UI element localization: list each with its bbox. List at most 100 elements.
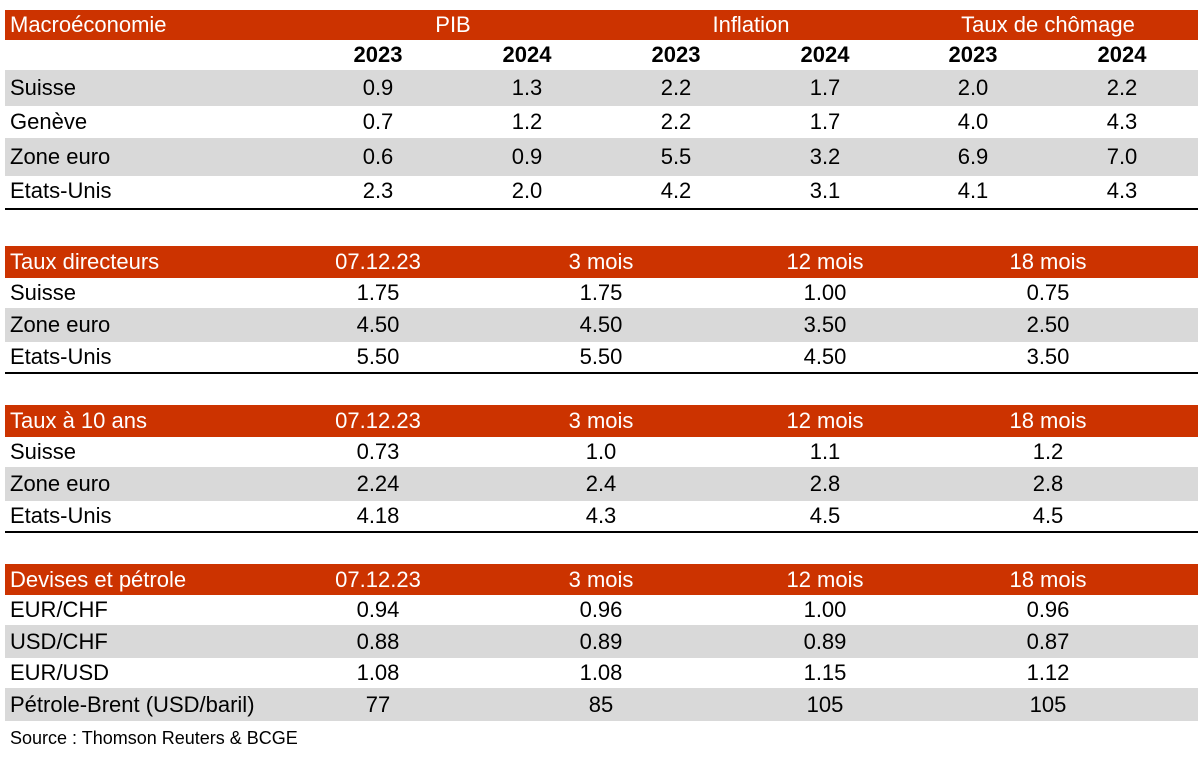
value-cell: 4.50 xyxy=(803,344,847,369)
row-label: Suisse xyxy=(10,280,77,305)
value-cell: 1.12 xyxy=(1026,660,1070,685)
column-header: 12 mois xyxy=(786,408,864,433)
value-cell: 0.94 xyxy=(356,597,400,622)
value-cell: 1.2 xyxy=(1032,439,1064,464)
year-label: 2024 xyxy=(502,42,552,67)
table-row: Zone euro 2.24 2.4 2.8 2.8 xyxy=(5,467,1198,501)
fx-oil-table: Devises et pétrole 07.12.23 3 mois 12 mo… xyxy=(5,564,1198,721)
column-header: 12 mois xyxy=(786,249,864,274)
value-cell: 3.50 xyxy=(803,312,847,337)
value-cell: 0.7 xyxy=(362,109,394,134)
table-row: Etats-Unis 4.18 4.3 4.5 4.5 xyxy=(5,501,1198,531)
value-cell: 1.15 xyxy=(803,660,847,685)
table-bottom-rule xyxy=(5,208,1198,210)
value-cell: 2.2 xyxy=(660,109,692,134)
row-label: Suisse xyxy=(10,439,77,464)
row-label: Zone euro xyxy=(10,144,111,169)
value-cell: 2.2 xyxy=(660,75,692,100)
value-cell: 4.1 xyxy=(957,177,989,203)
value-cell: 2.3 xyxy=(362,177,394,203)
year-label: 2024 xyxy=(1097,42,1147,67)
value-cell: 2.8 xyxy=(1032,471,1064,496)
year-label: 2024 xyxy=(800,42,850,67)
value-cell: 6.9 xyxy=(957,144,989,169)
value-cell: 3.2 xyxy=(809,144,841,169)
value-cell: 4.50 xyxy=(579,312,623,337)
value-cell: 4.5 xyxy=(809,503,841,528)
value-cell: 0.89 xyxy=(579,628,623,654)
value-cell: 77 xyxy=(365,691,391,717)
macro-title: Macroéconomie xyxy=(10,12,167,37)
value-cell: 2.24 xyxy=(356,471,400,496)
column-header: 18 mois xyxy=(1009,249,1087,274)
row-label: Etats-Unis xyxy=(10,344,112,369)
row-label: Genève xyxy=(10,109,88,134)
row-label: USD/CHF xyxy=(10,628,108,654)
row-label: Zone euro xyxy=(10,312,111,337)
value-cell: 0.9 xyxy=(511,144,543,169)
value-cell: 1.3 xyxy=(511,75,543,100)
column-header: 12 mois xyxy=(786,566,864,592)
value-cell: 4.3 xyxy=(1106,109,1138,134)
year-label: 2023 xyxy=(651,42,701,67)
macro-table: Macroéconomie PIB Inflation Taux de chôm… xyxy=(5,10,1198,205)
value-cell: 2.50 xyxy=(1026,312,1070,337)
policy-rates-table: Taux directeurs 07.12.23 3 mois 12 mois … xyxy=(5,246,1198,372)
ten-year-table: Taux à 10 ans 07.12.23 3 mois 12 mois 18… xyxy=(5,405,1198,531)
column-header: 07.12.23 xyxy=(335,566,421,592)
value-cell: 2.2 xyxy=(1106,75,1138,100)
column-header: 3 mois xyxy=(568,249,634,274)
value-cell: 0.96 xyxy=(579,597,623,622)
column-header: 3 mois xyxy=(568,408,634,433)
value-cell: 7.0 xyxy=(1106,144,1138,169)
fx-title: Devises et pétrole xyxy=(10,566,187,592)
value-cell: 1.7 xyxy=(809,75,841,100)
value-cell: 4.3 xyxy=(1106,177,1138,203)
value-cell: 0.9 xyxy=(362,75,394,100)
column-header: 3 mois xyxy=(568,566,634,592)
value-cell: 0.6 xyxy=(362,144,394,169)
year-label: 2023 xyxy=(948,42,998,67)
value-cell: 2.8 xyxy=(809,471,841,496)
value-cell: 4.5 xyxy=(1032,503,1064,528)
value-cell: 0.89 xyxy=(803,628,847,654)
column-header: 18 mois xyxy=(1009,566,1087,592)
table-row: Zone euro 0.6 0.9 5.5 3.2 6.9 7.0 xyxy=(5,138,1198,176)
table-bottom-rule xyxy=(5,372,1198,374)
macro-header-row: Macroéconomie PIB Inflation Taux de chôm… xyxy=(5,10,1198,40)
value-cell: 5.50 xyxy=(356,344,400,369)
value-cell: 0.96 xyxy=(1026,597,1070,622)
value-cell: 1.75 xyxy=(579,280,623,305)
table-bottom-rule xyxy=(5,531,1198,533)
table-row: Suisse 1.75 1.75 1.00 0.75 xyxy=(5,278,1198,308)
row-label: Zone euro xyxy=(10,471,111,496)
table-row: USD/CHF 0.88 0.89 0.89 0.87 xyxy=(5,625,1198,658)
value-cell: 2.0 xyxy=(511,177,543,203)
table-row: Zone euro 4.50 4.50 3.50 2.50 xyxy=(5,308,1198,342)
table-row: Suisse 0.73 1.0 1.1 1.2 xyxy=(5,437,1198,467)
row-label: EUR/USD xyxy=(10,660,110,685)
value-cell: 85 xyxy=(588,691,614,717)
policy-header-row: Taux directeurs 07.12.23 3 mois 12 mois … xyxy=(5,246,1198,278)
value-cell: 1.00 xyxy=(803,597,847,622)
row-label: Pétrole-Brent (USD/baril) xyxy=(10,691,255,717)
value-cell: 2.4 xyxy=(585,471,617,496)
value-cell: 3.50 xyxy=(1026,344,1070,369)
column-header: 07.12.23 xyxy=(335,249,421,274)
value-cell: 1.2 xyxy=(511,109,543,134)
value-cell: 1.00 xyxy=(803,280,847,305)
value-cell: 5.5 xyxy=(660,144,692,169)
table-row: Genève 0.7 1.2 2.2 1.7 4.0 4.3 xyxy=(5,106,1198,138)
row-label: EUR/CHF xyxy=(10,597,108,622)
ten-year-header-row: Taux à 10 ans 07.12.23 3 mois 12 mois 18… xyxy=(5,405,1198,437)
value-cell: 0.87 xyxy=(1026,628,1070,654)
row-label: Etats-Unis xyxy=(10,503,112,528)
macro-years-row: 2023 2024 2023 2024 2023 2024 xyxy=(5,40,1198,70)
value-cell: 0.88 xyxy=(356,628,400,654)
year-label: 2023 xyxy=(353,42,403,67)
fx-header-row: Devises et pétrole 07.12.23 3 mois 12 mo… xyxy=(5,564,1198,595)
value-cell: 5.50 xyxy=(579,344,623,369)
ten-year-title: Taux à 10 ans xyxy=(10,408,147,433)
value-cell: 105 xyxy=(1029,691,1067,717)
value-cell: 2.0 xyxy=(957,75,989,100)
